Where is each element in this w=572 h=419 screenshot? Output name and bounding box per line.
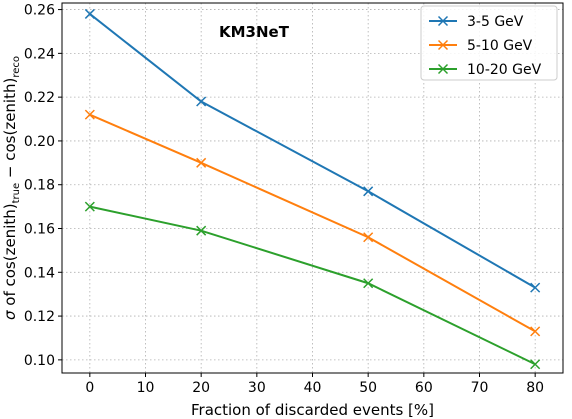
y-axis-label-sub-true: true [11,183,22,204]
series-layer [84,8,541,370]
data-point-marker [196,157,207,168]
series-line [89,13,536,289]
data-point-marker [196,225,207,236]
x-tick-label: 0 [85,380,94,396]
y-tick-label: 0.22 [24,90,55,106]
x-tick-label: 30 [248,380,266,396]
y-tick-label: 0.10 [24,353,55,369]
data-point-marker [84,109,95,120]
data-point-marker [84,201,95,212]
y-axis-label: σ of cos(zenith)true − cos(zenith)reco [1,56,22,320]
x-tick-label: 10 [137,380,155,396]
legend-label: 3-5 GeV [467,14,524,30]
axis-ticks: 0 10 20 30 40 50 60 70 80 0.10 0.12 0.14 0.16 0.18 0.2… [24,3,544,396]
marker-stroke [363,232,374,243]
marker-stroke [530,326,541,337]
marker-stroke [84,8,95,19]
marker-stroke [530,282,541,293]
y-tick-label: 0.12 [24,309,55,325]
data-point-marker [363,186,374,197]
x-tick-label: 60 [415,380,433,396]
y-tick-label: 0.20 [24,134,55,150]
y-tick-label: 0.24 [24,46,55,62]
marker-stroke [196,157,207,168]
marker-stroke [84,109,95,120]
legend-label: 5-10 GeV [467,38,533,54]
y-axis-label-prefix: of cos(zenith) [1,203,19,310]
data-point-marker [196,96,207,107]
series-line [89,205,536,366]
legend: 3-5 GeV 5-10 GeV 10-20 GeV [420,5,558,81]
y-axis-label-sub-reco: reco [11,56,22,78]
y-tick-label: 0.26 [24,3,55,19]
x-axis-label: Fraction of discarded events [%] [191,401,434,419]
x-tick-label: 20 [192,380,210,396]
y-axis-label-mid: − cos(zenith) [1,78,19,183]
data-point-marker [530,359,541,370]
x-tick-label: 70 [471,380,489,396]
marker-stroke [196,225,207,236]
legend-box [420,5,558,81]
series-line [89,113,536,333]
y-tick-label: 0.18 [24,178,55,194]
x-tick-label: 50 [359,380,377,396]
marker-stroke [363,186,374,197]
marker-stroke [84,201,95,212]
y-tick-label: 0.14 [24,265,55,281]
marker-stroke [363,278,374,289]
legend-swatch-marker [437,15,449,27]
data-point-marker [84,8,95,19]
data-point-marker [363,232,374,243]
legend-swatch-marker [437,63,449,75]
chart-annotation: KM3NeT [219,23,290,41]
y-tick-label: 0.16 [24,222,55,238]
data-point-marker [363,278,374,289]
y-axis-label-sigma: σ [1,310,19,320]
legend-swatch-marker [437,39,449,51]
marker-stroke [196,96,207,107]
x-tick-label: 40 [304,380,322,396]
legend-label: 10-20 GeV [467,62,542,78]
data-point-marker [530,326,541,337]
data-point-marker [530,282,541,293]
x-tick-label: 80 [526,380,544,396]
marker-stroke [530,359,541,370]
